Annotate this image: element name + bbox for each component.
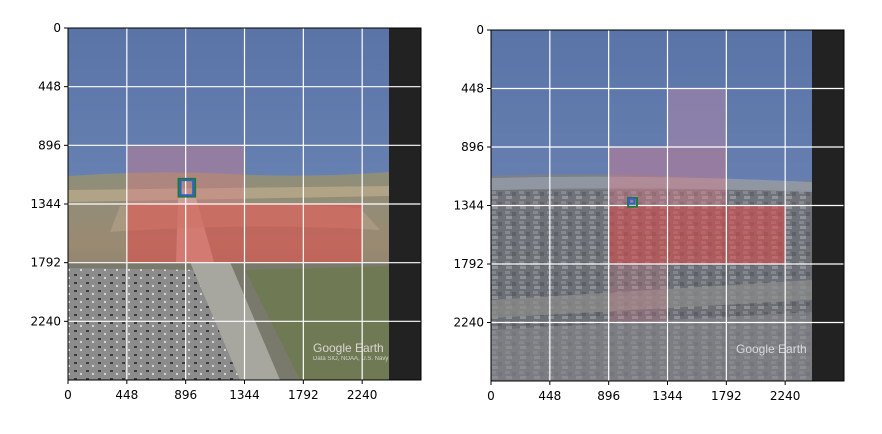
grid-left [68,28,421,380]
watermark-title-left: Google Earth [313,341,384,355]
xtick-label-right-4: 1792 [711,389,742,403]
xtick-label-left-1: 448 [115,388,138,402]
xtick-label-left-3: 1344 [229,388,260,402]
axes-left: 0 448 896 1344 1792 2240 0 448 896 1344 1792 2240 [30,21,422,402]
boxes-right [627,196,639,208]
xtick-label-left-5: 2240 [347,388,378,402]
xtick-label-right-3: 1344 [652,389,683,403]
watermark-title-right: Google Earth [736,342,807,356]
ytick-label-right-0: 0 [476,23,484,37]
bbox-right-1 [627,197,636,205]
highlight-cell-right-0 [667,88,727,147]
highlight-cell-right-2 [608,205,786,264]
boxes-left [177,177,197,198]
ytick-label-left-2: 896 [38,138,61,152]
chart-panel-right: Google Earth [491,30,844,381]
grid-right [491,30,844,381]
watermark-sub-left: Data SIO, NOAA, U.S. Navy [313,356,388,362]
ytick-label-right-3: 1344 [453,199,484,213]
xtick-label-right-5: 2240 [770,389,801,403]
chart-panel-left: Google Earth Data SIO, NOAA, U.S. Navy [68,28,421,380]
axes-right: 0 448 896 1344 1792 2240 0 448 896 1344 1792 2240 [453,23,845,403]
ytick-label-left-5: 2240 [30,314,61,328]
xtick-label-right-1: 448 [538,389,561,403]
highlight-cell-right-3 [608,264,668,323]
xtick-label-right-2: 896 [597,389,620,403]
ytick-label-left-4: 1792 [30,256,61,270]
xtick-label-left-4: 1792 [288,388,319,402]
ytick-label-right-2: 896 [461,140,484,154]
ytick-label-left-1: 448 [38,80,61,94]
bbox-left-1 [179,179,195,197]
ytick-label-right-1: 448 [461,82,484,96]
xtick-label-right-0: 0 [487,389,495,403]
xtick-label-left-2: 896 [174,388,197,402]
ytick-label-right-4: 1792 [453,257,484,271]
xtick-label-left-0: 0 [64,388,72,402]
ytick-label-right-5: 2240 [453,316,484,330]
ytick-label-left-0: 0 [53,21,61,35]
bbox-left-0 [177,177,197,198]
ytick-label-left-3: 1344 [30,197,61,211]
